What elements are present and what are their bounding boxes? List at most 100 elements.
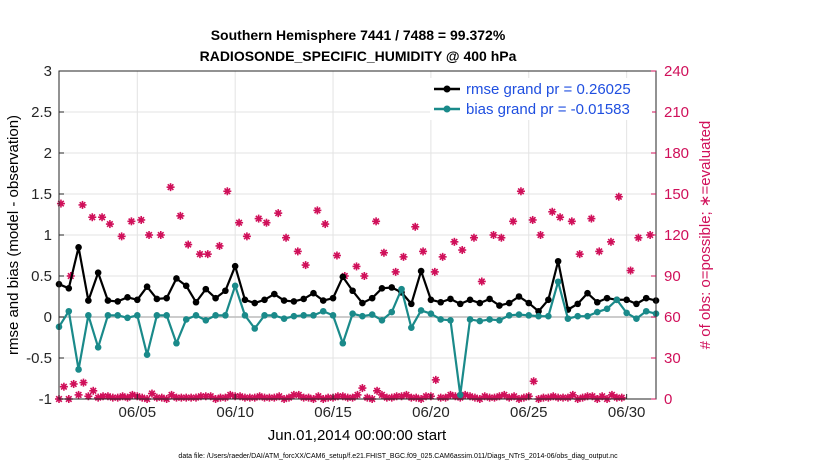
- bias-point: [368, 311, 376, 318]
- bias-point: [486, 316, 493, 323]
- obs-evaluated-marker: [411, 222, 420, 231]
- obs-star-center: [203, 394, 209, 399]
- obs-evaluated-marker: [379, 248, 388, 257]
- obs-evaluated-marker: [587, 214, 596, 223]
- obs-star-center: [316, 394, 321, 399]
- obs-star-center: [291, 392, 297, 398]
- obs-evaluated-marker-low: [510, 392, 519, 401]
- obs-evaluated-marker: [235, 218, 244, 227]
- obs-evaluated-marker: [293, 247, 302, 256]
- obs-star-center: [71, 381, 76, 387]
- obs-star-center: [90, 215, 95, 220]
- obs-evaluated-marker-low: [138, 393, 147, 402]
- rmse-point: [574, 300, 582, 308]
- rmse-point: [456, 300, 464, 308]
- rmse-point: [633, 300, 640, 308]
- bias-point: [593, 308, 601, 316]
- obs-star-center: [570, 392, 576, 398]
- rmse-point: [466, 296, 474, 304]
- rmse-point: [222, 287, 229, 295]
- left-tick-label: 0: [44, 309, 52, 326]
- obs-evaluated-marker: [430, 267, 439, 276]
- bias-point: [466, 316, 474, 323]
- bias-point: [447, 316, 454, 324]
- bias-point: [192, 312, 200, 319]
- obs-star-center: [589, 216, 594, 221]
- obs-star-center: [58, 201, 64, 206]
- obs-evaluated-marker: [614, 192, 623, 201]
- bias-point: [319, 307, 327, 315]
- obs-evaluated-marker-low: [187, 393, 196, 402]
- obs-star-center: [401, 254, 406, 260]
- left-tick-label: -1: [39, 391, 52, 408]
- right-tick-label: 120: [664, 227, 689, 244]
- bias-point: [398, 285, 405, 293]
- obs-star-center: [257, 394, 262, 399]
- obs-evaluated-marker-low: [519, 393, 528, 402]
- rmse-point: [447, 295, 454, 303]
- obs-star-center: [315, 208, 320, 213]
- bias-point: [505, 312, 513, 319]
- obs-evaluated-marker: [567, 217, 576, 226]
- obs-evaluated-marker: [438, 252, 447, 261]
- bias-point: [202, 316, 210, 324]
- obs-star-center: [511, 394, 517, 399]
- x-tick-label: 06/10: [216, 404, 254, 421]
- obs-evaluated-marker: [223, 187, 232, 196]
- bias-point: [104, 312, 112, 319]
- obs-evaluated-marker-low: [167, 390, 176, 399]
- obs-star-center: [597, 249, 602, 254]
- y-axis-left-label: rmse and bias (model - observation): [5, 115, 22, 355]
- obs-evaluated-marker: [56, 199, 65, 208]
- x-tick-label: 06/25: [510, 404, 548, 421]
- rmse-point: [85, 297, 92, 304]
- obs-evaluated-marker: [166, 183, 175, 192]
- obs-star-center: [354, 264, 359, 269]
- obs-star-center: [130, 392, 135, 398]
- rmse-point: [310, 289, 317, 297]
- bias-point: [535, 312, 542, 320]
- obs-star-center: [237, 394, 243, 399]
- obs-evaluated-marker: [98, 213, 107, 222]
- x-tick-label: 06/20: [412, 404, 450, 421]
- rmse-point: [231, 262, 239, 270]
- obs-evaluated-marker-low: [441, 393, 450, 402]
- rmse-point: [241, 296, 249, 304]
- rmse-point: [182, 282, 190, 290]
- x-tick-label: 06/05: [119, 404, 157, 421]
- left-tick-label: 1.5: [31, 186, 52, 203]
- obs-star-center: [381, 250, 387, 255]
- obs-evaluated-marker: [391, 267, 400, 276]
- bias-point: [231, 282, 239, 290]
- obs-evaluated-marker: [575, 250, 584, 259]
- bias-point: [554, 278, 562, 286]
- obs-evaluated-marker: [419, 247, 428, 256]
- rmse-point: [104, 297, 112, 304]
- right-tick-label: 180: [664, 145, 689, 162]
- obs-star-center: [99, 215, 105, 220]
- obs-evaluated-marker: [528, 215, 537, 224]
- bias-point: [75, 366, 82, 373]
- legend-rmse-marker: [443, 85, 451, 93]
- obs-evaluated-marker: [242, 232, 251, 241]
- rmse-point: [408, 300, 415, 308]
- rmse-point: [642, 294, 650, 302]
- obs-star-center: [432, 269, 438, 275]
- bias-point: [437, 316, 444, 323]
- obs-evaluated-marker: [137, 215, 146, 224]
- right-tick-label: 30: [664, 350, 681, 367]
- obs-star-center: [420, 249, 426, 254]
- obs-star-center: [178, 213, 183, 219]
- series-layer: [55, 244, 660, 399]
- rmse-point: [114, 298, 122, 305]
- obs-evaluated-marker: [536, 231, 545, 239]
- obs-evaluated-marker: [117, 232, 126, 241]
- obs-evaluated-marker: [254, 214, 263, 223]
- bias-point: [261, 312, 268, 319]
- rmse-point: [163, 294, 170, 302]
- bias-point: [124, 314, 131, 322]
- obs-star-center: [360, 385, 365, 391]
- rmse-point: [143, 283, 151, 290]
- obs-star-center: [413, 224, 418, 229]
